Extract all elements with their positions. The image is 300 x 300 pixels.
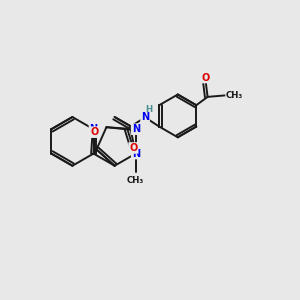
Text: H: H [145,104,152,113]
Text: N: N [132,124,140,134]
Text: O: O [201,73,209,82]
Text: O: O [91,127,99,137]
Text: N: N [132,148,140,159]
Text: O: O [129,143,137,153]
Text: N: N [141,112,149,122]
Text: CH₃: CH₃ [226,91,243,100]
Text: N: N [89,124,98,134]
Text: CH₃: CH₃ [127,176,144,185]
